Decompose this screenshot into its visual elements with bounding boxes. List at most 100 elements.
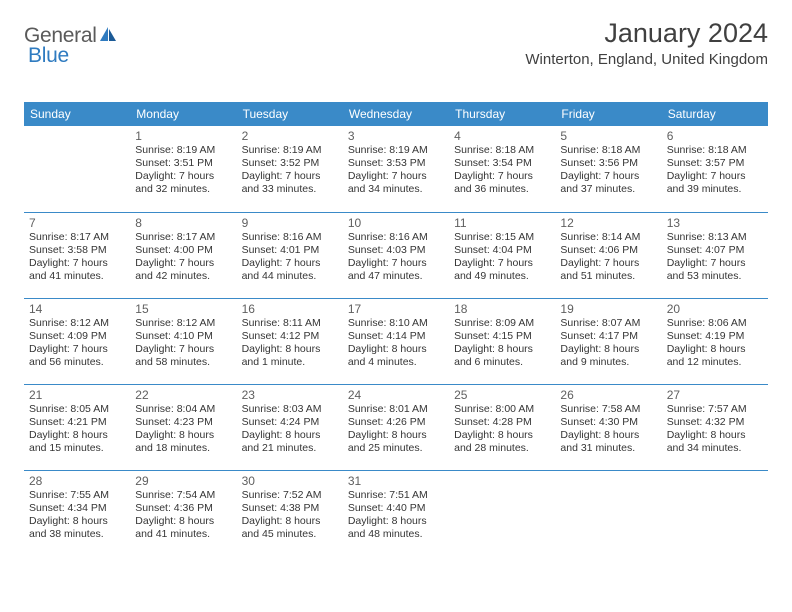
calendar-day-cell: 21Sunrise: 8:05 AMSunset: 4:21 PMDayligh… [24,384,130,470]
day-detail: Sunrise: 8:03 AMSunset: 4:24 PMDaylight:… [242,403,339,456]
day-detail: Sunrise: 7:55 AMSunset: 4:34 PMDaylight:… [29,489,126,542]
day-number: 17 [348,302,445,316]
daylight-text: Daylight: 8 hours and 1 minute. [242,343,339,369]
daylight-text: Daylight: 7 hours and 32 minutes. [135,170,232,196]
day-detail: Sunrise: 8:12 AMSunset: 4:10 PMDaylight:… [135,317,232,370]
day-detail: Sunrise: 8:06 AMSunset: 4:19 PMDaylight:… [667,317,764,370]
day-number: 27 [667,388,764,402]
sunset-text: Sunset: 4:14 PM [348,330,445,343]
sunset-text: Sunset: 4:32 PM [667,416,764,429]
calendar-week-row: .1Sunrise: 8:19 AMSunset: 3:51 PMDayligh… [24,126,768,212]
sunrise-text: Sunrise: 8:12 AM [135,317,232,330]
sail-icon [98,25,118,48]
brand-blue: Blue [28,44,69,67]
sunset-text: Sunset: 3:54 PM [454,157,551,170]
daylight-text: Daylight: 7 hours and 58 minutes. [135,343,232,369]
calendar-day-cell: 18Sunrise: 8:09 AMSunset: 4:15 PMDayligh… [449,298,555,384]
day-number: 30 [242,474,339,488]
day-number: 9 [242,216,339,230]
calendar-day-cell: 4Sunrise: 8:18 AMSunset: 3:54 PMDaylight… [449,126,555,212]
day-detail: Sunrise: 8:09 AMSunset: 4:15 PMDaylight:… [454,317,551,370]
daylight-text: Daylight: 8 hours and 4 minutes. [348,343,445,369]
day-detail: Sunrise: 8:05 AMSunset: 4:21 PMDaylight:… [29,403,126,456]
calendar-day-cell: 9Sunrise: 8:16 AMSunset: 4:01 PMDaylight… [237,212,343,298]
sunrise-text: Sunrise: 8:18 AM [454,144,551,157]
calendar-day-cell: 5Sunrise: 8:18 AMSunset: 3:56 PMDaylight… [555,126,661,212]
calendar-page: General January 2024 Winterton, England,… [0,0,792,566]
day-number: 28 [29,474,126,488]
calendar-week-row: 14Sunrise: 8:12 AMSunset: 4:09 PMDayligh… [24,298,768,384]
sunrise-text: Sunrise: 8:18 AM [667,144,764,157]
day-detail: Sunrise: 8:17 AMSunset: 4:00 PMDaylight:… [135,231,232,284]
daylight-text: Daylight: 8 hours and 9 minutes. [560,343,657,369]
sunrise-text: Sunrise: 8:19 AM [242,144,339,157]
day-number: 18 [454,302,551,316]
sunset-text: Sunset: 3:58 PM [29,244,126,257]
day-number: 19 [560,302,657,316]
daylight-text: Daylight: 7 hours and 49 minutes. [454,257,551,283]
day-number: 22 [135,388,232,402]
day-detail: Sunrise: 8:19 AMSunset: 3:51 PMDaylight:… [135,144,232,197]
sunrise-text: Sunrise: 8:07 AM [560,317,657,330]
day-number: 5 [560,129,657,143]
daylight-text: Daylight: 8 hours and 34 minutes. [667,429,764,455]
sunset-text: Sunset: 3:56 PM [560,157,657,170]
sunrise-text: Sunrise: 8:19 AM [348,144,445,157]
sunrise-text: Sunrise: 8:06 AM [667,317,764,330]
calendar-thead: Sunday Monday Tuesday Wednesday Thursday… [24,103,768,127]
calendar-day-cell: 16Sunrise: 8:11 AMSunset: 4:12 PMDayligh… [237,298,343,384]
day-detail: Sunrise: 8:16 AMSunset: 4:01 PMDaylight:… [242,231,339,284]
daylight-text: Daylight: 7 hours and 47 minutes. [348,257,445,283]
daylight-text: Daylight: 8 hours and 38 minutes. [29,515,126,541]
day-number: 26 [560,388,657,402]
day-detail: Sunrise: 8:19 AMSunset: 3:52 PMDaylight:… [242,144,339,197]
calendar-day-cell: 29Sunrise: 7:54 AMSunset: 4:36 PMDayligh… [130,470,236,556]
day-detail: Sunrise: 8:01 AMSunset: 4:26 PMDaylight:… [348,403,445,456]
calendar-week-row: 28Sunrise: 7:55 AMSunset: 4:34 PMDayligh… [24,470,768,556]
sunset-text: Sunset: 4:34 PM [29,502,126,515]
sunset-text: Sunset: 4:12 PM [242,330,339,343]
sunset-text: Sunset: 4:09 PM [29,330,126,343]
day-detail: Sunrise: 8:18 AMSunset: 3:57 PMDaylight:… [667,144,764,197]
daylight-text: Daylight: 8 hours and 18 minutes. [135,429,232,455]
sunset-text: Sunset: 4:26 PM [348,416,445,429]
daylight-text: Daylight: 8 hours and 45 minutes. [242,515,339,541]
calendar-day-cell: 26Sunrise: 7:58 AMSunset: 4:30 PMDayligh… [555,384,661,470]
calendar-week-row: 7Sunrise: 8:17 AMSunset: 3:58 PMDaylight… [24,212,768,298]
day-detail: Sunrise: 8:18 AMSunset: 3:54 PMDaylight:… [454,144,551,197]
calendar-day-cell: 3Sunrise: 8:19 AMSunset: 3:53 PMDaylight… [343,126,449,212]
sunrise-text: Sunrise: 7:51 AM [348,489,445,502]
calendar-day-cell: 15Sunrise: 8:12 AMSunset: 4:10 PMDayligh… [130,298,236,384]
calendar-day-cell: 28Sunrise: 7:55 AMSunset: 4:34 PMDayligh… [24,470,130,556]
daylight-text: Daylight: 8 hours and 6 minutes. [454,343,551,369]
day-detail: Sunrise: 8:14 AMSunset: 4:06 PMDaylight:… [560,231,657,284]
calendar-day-cell: 13Sunrise: 8:13 AMSunset: 4:07 PMDayligh… [662,212,768,298]
calendar-week-row: 21Sunrise: 8:05 AMSunset: 4:21 PMDayligh… [24,384,768,470]
day-number: 1 [135,129,232,143]
sunrise-text: Sunrise: 7:58 AM [560,403,657,416]
sunset-text: Sunset: 3:53 PM [348,157,445,170]
daylight-text: Daylight: 7 hours and 39 minutes. [667,170,764,196]
weekday-header: Tuesday [237,103,343,127]
day-number: 10 [348,216,445,230]
calendar-day-cell: 10Sunrise: 8:16 AMSunset: 4:03 PMDayligh… [343,212,449,298]
sunrise-text: Sunrise: 8:03 AM [242,403,339,416]
sunset-text: Sunset: 4:19 PM [667,330,764,343]
daylight-text: Daylight: 7 hours and 53 minutes. [667,257,764,283]
brand-blue-wrapper: Blue [28,44,69,68]
day-detail: Sunrise: 7:58 AMSunset: 4:30 PMDaylight:… [560,403,657,456]
sunset-text: Sunset: 4:04 PM [454,244,551,257]
daylight-text: Daylight: 8 hours and 31 minutes. [560,429,657,455]
sunset-text: Sunset: 4:28 PM [454,416,551,429]
sunrise-text: Sunrise: 8:19 AM [135,144,232,157]
sunrise-text: Sunrise: 8:17 AM [29,231,126,244]
daylight-text: Daylight: 8 hours and 21 minutes. [242,429,339,455]
day-number: 4 [454,129,551,143]
day-number: 11 [454,216,551,230]
weekday-header: Wednesday [343,103,449,127]
calendar-day-cell: 11Sunrise: 8:15 AMSunset: 4:04 PMDayligh… [449,212,555,298]
sunset-text: Sunset: 4:38 PM [242,502,339,515]
day-number: 16 [242,302,339,316]
daylight-text: Daylight: 8 hours and 28 minutes. [454,429,551,455]
sunrise-text: Sunrise: 7:57 AM [667,403,764,416]
